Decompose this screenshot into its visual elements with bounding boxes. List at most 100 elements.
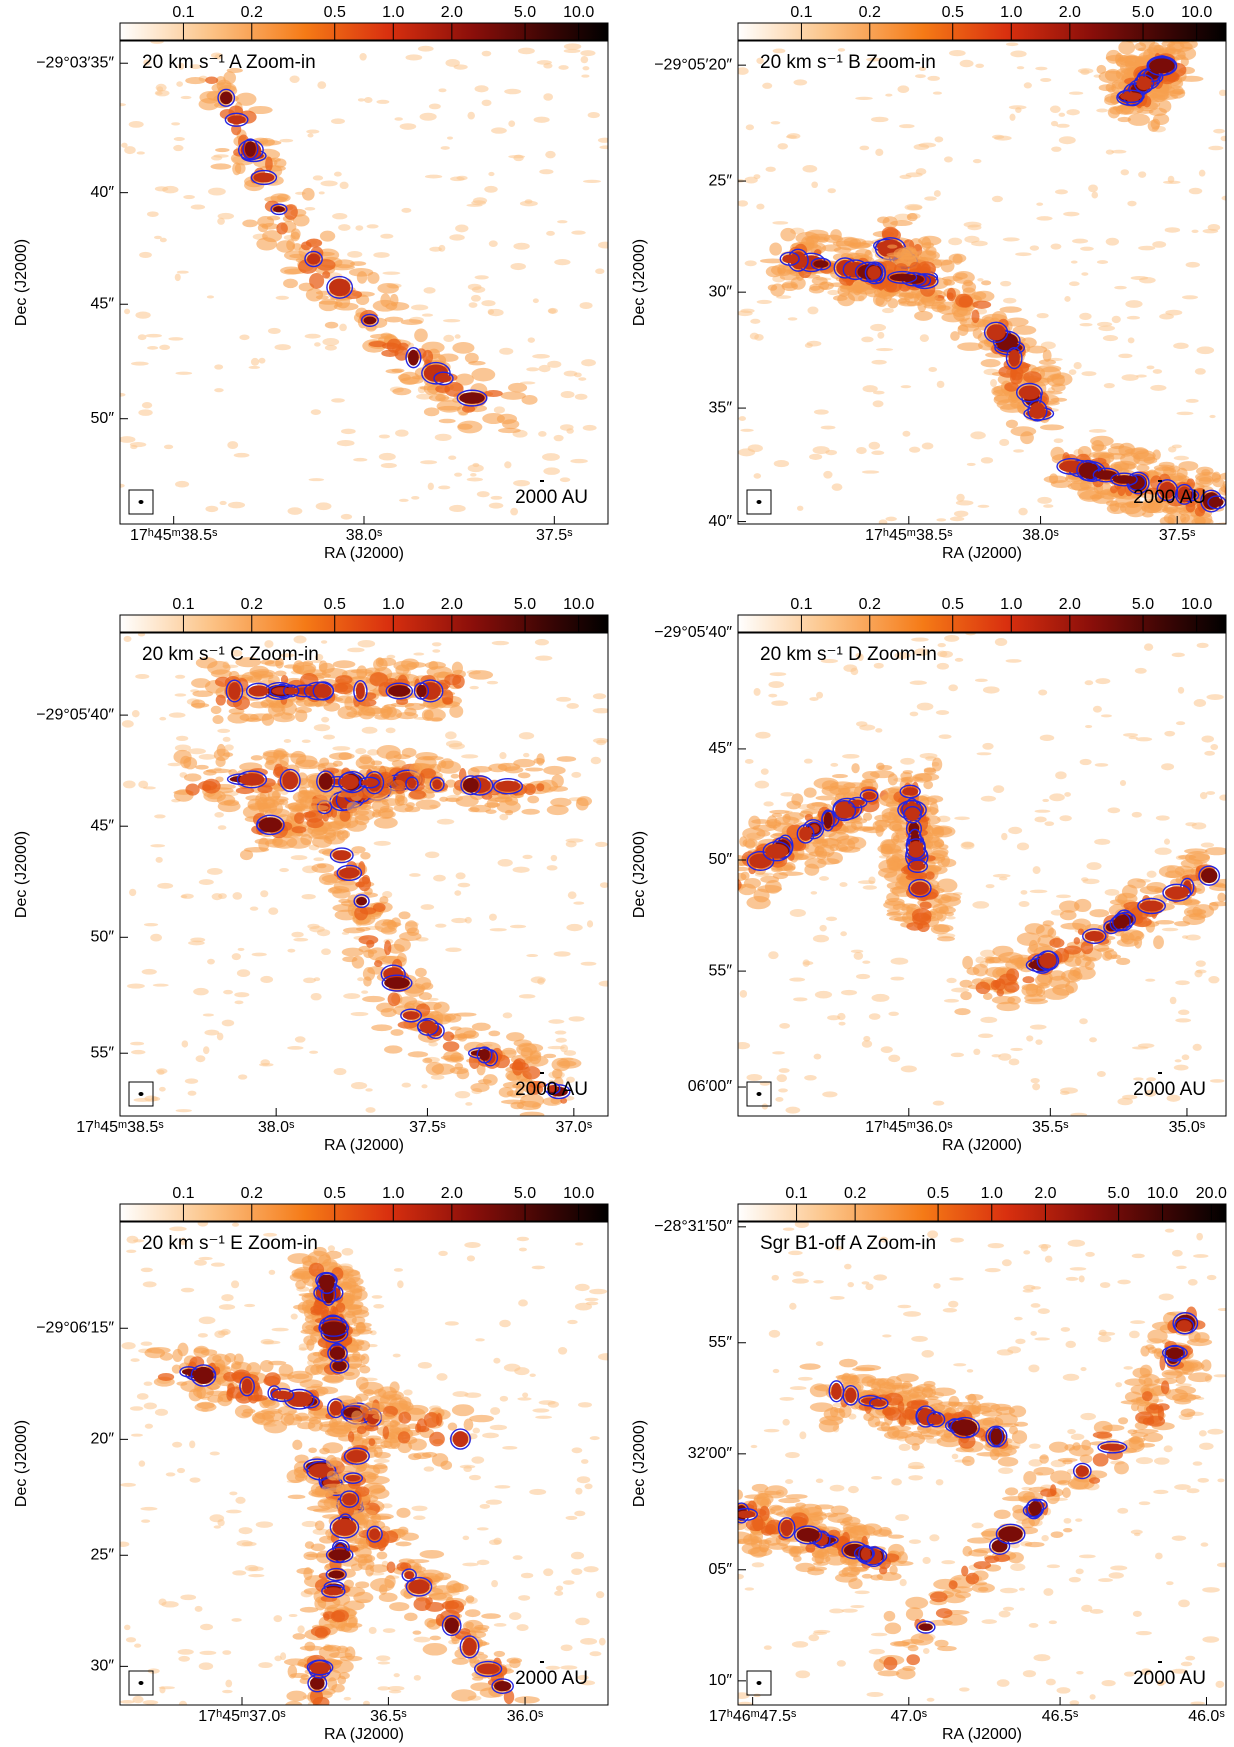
noise [120,392,126,397]
emission [980,358,1001,368]
noise [208,187,226,196]
emission [1127,113,1150,126]
emission [356,665,368,680]
noise [744,260,757,267]
noise [779,1023,791,1029]
noise [147,1668,160,1674]
noise [293,635,307,644]
noise [830,762,839,767]
noise [1095,678,1111,685]
noise [1119,779,1127,787]
emission [431,1063,456,1075]
noise [787,317,798,321]
noise [457,882,471,888]
emission [354,814,370,826]
emission [369,1564,389,1573]
core [419,682,441,700]
noise [1204,750,1216,756]
noise [954,816,970,821]
contour [353,894,370,909]
noise [1152,369,1163,374]
contour [992,330,1021,352]
core [340,774,359,790]
emission [318,848,337,855]
emission [306,1553,331,1558]
emission-bright [322,270,331,279]
noise [888,1054,901,1063]
emission [925,246,937,256]
colorbar-tick-label: 0.5 [324,596,346,613]
core [495,780,521,792]
noise [975,63,985,68]
x-tick-label: 17ʰ45ᵐ36.0ˢ [865,1119,953,1136]
noise [738,67,749,75]
noise [581,359,596,367]
noise [831,483,843,491]
y-axis-label: Dec (J2000) [13,239,30,326]
emission [543,1053,557,1059]
noise [451,917,468,924]
contour [450,1428,471,1450]
emission-bright [536,783,545,792]
noise [949,516,965,522]
noise [802,164,818,173]
noise [583,1566,599,1573]
noise [951,987,970,993]
noise [538,364,551,373]
noise [575,1617,590,1626]
noise [180,1287,195,1293]
emission [210,163,232,170]
emission-bright [157,1372,175,1381]
noise [455,224,469,233]
emission-bright [560,1097,568,1104]
core [228,682,241,700]
noise [599,882,608,888]
emission-bright [946,287,956,302]
emission-bright [358,861,366,877]
noise [909,680,927,685]
noise [476,491,490,498]
emission [380,926,397,935]
noise [202,1013,214,1017]
emission [235,657,262,668]
noise [531,1265,546,1270]
noise [592,707,608,714]
noise [875,728,883,733]
core [273,206,285,213]
emission-bright [422,349,434,365]
core [253,172,275,183]
noise [347,251,363,258]
noise [143,923,159,927]
contour [1027,399,1048,422]
core [306,253,321,265]
y-tick-label: 35″ [709,399,733,416]
core [808,824,820,834]
noise [755,731,771,739]
noise [871,450,885,456]
noise [904,203,923,211]
core [432,779,442,790]
emission [558,1060,577,1067]
emission-bright [257,785,273,794]
emission-bright [362,1407,369,1419]
noise [959,59,974,68]
emission [931,757,943,772]
y-axis-label: Dec (J2000) [631,831,648,918]
noise [1002,237,1020,242]
emission [428,393,450,402]
noise [1176,411,1194,416]
noise [1096,108,1109,113]
noise [189,64,202,70]
noise [156,1068,168,1074]
noise [598,1637,606,1646]
emission [1049,374,1065,380]
emission [476,1653,489,1660]
noise [882,307,894,314]
x-axis-label: RA (J2000) [324,545,404,562]
emission [504,766,524,774]
emission-bright [381,342,400,350]
noise [559,477,571,483]
noise [313,857,325,862]
noise [523,752,530,758]
colorbar-tick-label: 10.0 [563,596,594,613]
